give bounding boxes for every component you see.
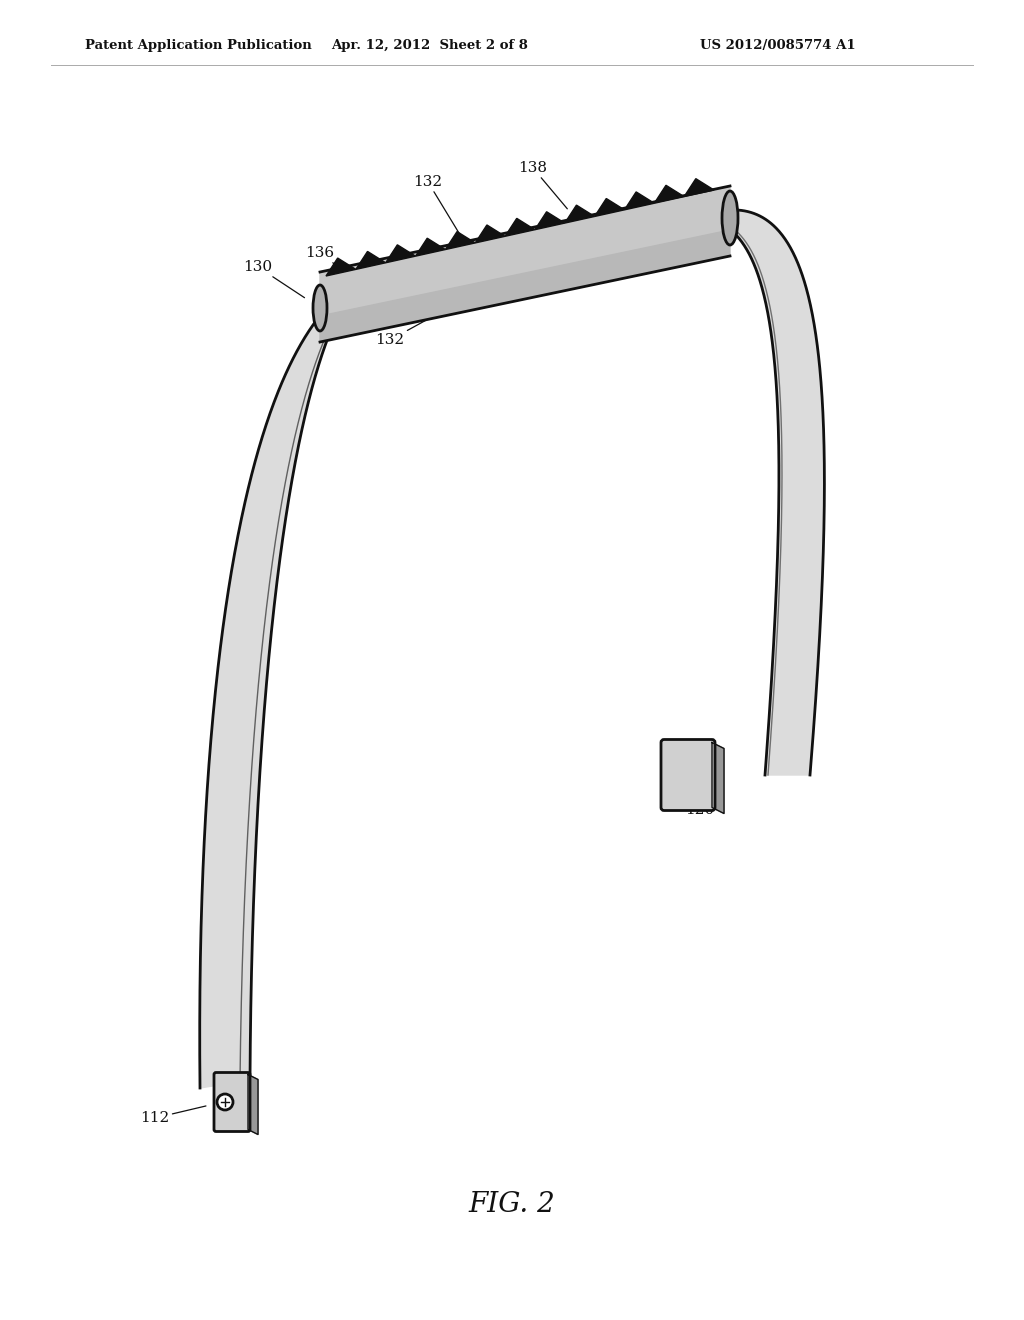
FancyBboxPatch shape <box>662 739 715 810</box>
Polygon shape <box>248 1074 258 1134</box>
Ellipse shape <box>313 285 327 331</box>
Polygon shape <box>386 244 416 263</box>
Polygon shape <box>712 742 724 813</box>
Text: 132: 132 <box>376 319 426 347</box>
Polygon shape <box>684 178 714 197</box>
Polygon shape <box>475 224 505 243</box>
Text: Apr. 12, 2012  Sheet 2 of 8: Apr. 12, 2012 Sheet 2 of 8 <box>332 38 528 51</box>
Text: FIG. 2: FIG. 2 <box>469 1192 555 1218</box>
Polygon shape <box>505 218 535 236</box>
Text: 132: 132 <box>414 176 460 235</box>
Text: US 2012/0085774 A1: US 2012/0085774 A1 <box>700 38 856 51</box>
FancyBboxPatch shape <box>214 1072 250 1131</box>
Polygon shape <box>625 191 654 210</box>
Polygon shape <box>319 186 730 315</box>
Polygon shape <box>654 185 684 203</box>
Text: 136: 136 <box>305 246 354 280</box>
Ellipse shape <box>722 191 738 246</box>
Polygon shape <box>595 198 625 216</box>
Polygon shape <box>565 205 595 223</box>
Polygon shape <box>326 257 356 276</box>
Text: 138: 138 <box>518 161 567 209</box>
Text: 112: 112 <box>140 1106 206 1125</box>
Text: Patent Application Publication: Patent Application Publication <box>85 38 311 51</box>
Circle shape <box>217 1094 233 1110</box>
Text: 120: 120 <box>685 796 715 817</box>
Polygon shape <box>700 210 824 775</box>
Polygon shape <box>445 231 475 249</box>
Text: 130: 130 <box>244 260 304 298</box>
Polygon shape <box>416 238 445 256</box>
Polygon shape <box>200 302 344 1088</box>
Polygon shape <box>319 230 730 342</box>
Polygon shape <box>535 211 565 230</box>
Polygon shape <box>356 251 386 269</box>
